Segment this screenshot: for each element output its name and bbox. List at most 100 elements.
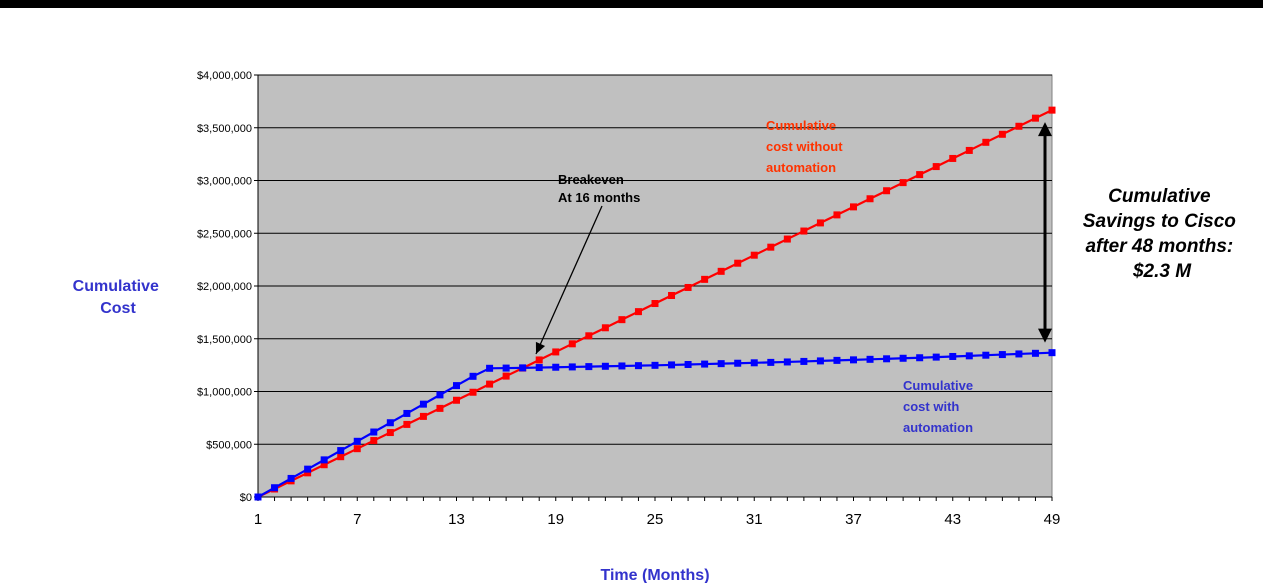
series-point-1 (767, 358, 775, 366)
breakeven-arrowhead (535, 341, 546, 354)
series-point-1 (800, 357, 808, 365)
gridlines (258, 74, 1052, 445)
x-axis-title: Time (Months) (600, 567, 709, 583)
cost-chart: $0 $500,000 $1,000,000 $1,500,000 $2,000,000… (73, 70, 1241, 583)
series-label-without-line-3: automation (766, 160, 836, 175)
y-axis-title-line-1: Cumulative (73, 278, 159, 295)
series-point-1 (271, 484, 279, 492)
series-point-1 (386, 419, 394, 427)
series-label-with-line-3: automation (903, 420, 973, 435)
series-point-1 (899, 354, 907, 362)
series-point-1 (734, 359, 742, 367)
y-tick-label: $500,000 (206, 439, 252, 451)
series-point-1 (866, 355, 874, 363)
series-point-1 (717, 360, 725, 368)
series-point-1 (783, 358, 791, 366)
series-point-1 (403, 409, 411, 417)
series-point-0 (717, 267, 725, 275)
series-point-1 (1048, 349, 1056, 357)
series-point-1 (883, 355, 891, 363)
series-point-1 (651, 361, 659, 369)
series-point-1 (254, 493, 262, 501)
series-point-0 (998, 130, 1006, 138)
series-point-0 (304, 469, 312, 477)
series-label-with-line-1: Cumulative (903, 378, 973, 393)
series-point-0 (1015, 122, 1023, 130)
series-point-0 (502, 372, 510, 380)
series-point-0 (535, 356, 543, 364)
series-point-1 (337, 447, 345, 455)
series-point-0 (419, 412, 427, 420)
y-axis-title-line-2: Cost (100, 300, 136, 317)
series-point-0 (932, 163, 940, 171)
series-point-1 (353, 437, 361, 445)
series-point-0 (750, 251, 758, 259)
series-point-0 (949, 154, 957, 162)
x-tick-label: 1 (254, 511, 262, 528)
series-point-0 (982, 138, 990, 146)
y-tick-label: $3,500,000 (197, 123, 252, 135)
series-point-0 (370, 437, 378, 445)
series-point-1 (535, 364, 543, 372)
series-point-0 (618, 316, 626, 324)
series-point-0 (899, 179, 907, 187)
series-point-0 (701, 275, 709, 283)
series-point-0 (850, 203, 857, 211)
series-point-1 (419, 400, 427, 408)
x-tick-label: 49 (1044, 511, 1061, 528)
series-point-0 (965, 146, 973, 154)
series-point-0 (800, 227, 808, 235)
series-point-1 (750, 359, 758, 367)
series-point-1 (618, 362, 626, 370)
y-tick-label: $2,000,000 (197, 281, 252, 293)
series-point-0 (568, 340, 576, 348)
y-tick-label: $0 (240, 492, 252, 504)
series-point-0 (1048, 106, 1056, 114)
series-point-1 (949, 352, 957, 360)
series-point-0 (816, 219, 824, 227)
series-point-0 (916, 171, 924, 179)
series-point-1 (684, 360, 692, 368)
series-point-1 (932, 353, 940, 361)
y-tick-label: $2,500,000 (197, 228, 252, 240)
series-point-1 (320, 456, 328, 464)
series-point-1 (453, 382, 460, 390)
series-point-1 (816, 357, 824, 365)
savings-line-3: after 48 months: (1085, 236, 1233, 257)
y-tick-label: $4,000,000 (197, 70, 252, 82)
series-point-1 (287, 474, 295, 482)
series-point-1 (502, 364, 510, 372)
series-point-1 (519, 364, 527, 372)
series-markers (254, 106, 1056, 501)
series-point-1 (552, 363, 560, 371)
series-point-1 (1015, 350, 1023, 358)
y-tick-label: $3,000,000 (197, 176, 252, 188)
x-tick-label: 13 (448, 511, 465, 528)
y-tick-label: $1,500,000 (197, 334, 252, 346)
savings-line-2: Savings to Cisco (1083, 211, 1236, 232)
series-point-1 (668, 361, 676, 369)
series-point-0 (833, 211, 841, 219)
x-tick-label: 37 (845, 511, 862, 528)
series-point-0 (601, 324, 609, 332)
series-point-1 (370, 428, 378, 436)
series-point-0 (734, 259, 742, 267)
savings-line-1: Cumulative (1108, 186, 1211, 207)
breakeven-line-1: Breakeven (558, 172, 624, 187)
series-point-1 (850, 356, 857, 364)
series-point-1 (1031, 349, 1039, 357)
x-tick-label: 19 (547, 511, 564, 528)
series-point-0 (585, 332, 593, 340)
breakeven-arrow (535, 205, 603, 355)
series-point-0 (386, 429, 394, 437)
series-point-0 (1031, 114, 1039, 122)
series-label-with-automation: Cumulative cost with automation (903, 378, 977, 435)
series-point-1 (469, 372, 477, 380)
series-point-0 (337, 453, 345, 461)
series-point-0 (783, 235, 791, 243)
savings-annotation: Cumulative Savings to Cisco after 48 mon… (1083, 186, 1241, 282)
series-point-1 (601, 362, 609, 370)
x-tick-label: 43 (944, 511, 961, 528)
savings-line-4: $2.3 M (1132, 261, 1192, 282)
series-point-0 (436, 404, 444, 412)
